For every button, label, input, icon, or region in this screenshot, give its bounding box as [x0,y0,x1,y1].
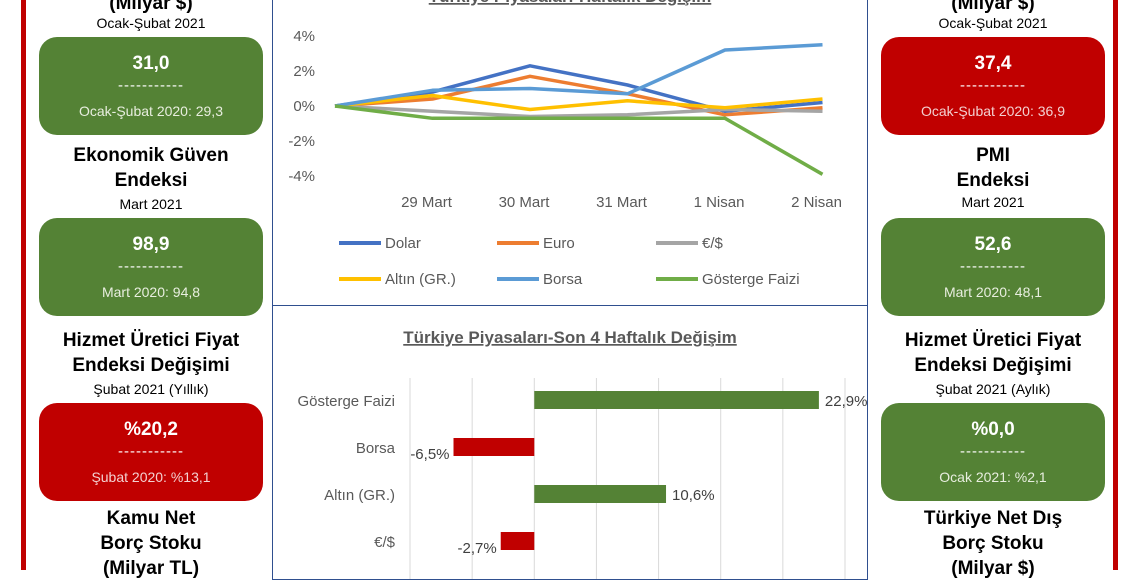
card-divider: ----------- [118,443,184,460]
bar-€/$ [500,532,535,550]
left-title-milyar-tl: (Milyar TL) [102,558,200,579]
legend-label: Borsa [543,271,583,288]
left-top-subtitle: Ocak-Şubat 2021 [96,15,206,31]
series-line-Borsa [334,43,823,108]
card-divider: ----------- [960,443,1026,460]
card-divider: ----------- [960,77,1026,94]
left-title-borc-stoku: Borç Stoku [100,533,202,554]
weekly-change-chart-panel: Türkiye Piyasaları-Haftalık Değişim 4% 2% 0… [272,0,868,306]
card-value: 98,9 [132,234,170,255]
x-tick-label: 30 Mart [499,194,551,211]
legend-label: Altın (GR.) [385,271,456,288]
x-tick-label: 31 Mart [596,194,648,211]
bar-category-label: Altın (GR.) [324,487,395,504]
card-previous: Şubat 2020: %13,1 [91,469,211,485]
card-value: 52,6 [974,234,1012,255]
series-line-Gösterge Faizi [334,104,824,176]
card-divider: ----------- [118,77,184,94]
bar-value-label: -6,5% [410,446,449,463]
x-tick-label: 29 Mart [401,194,453,211]
y-tick-label: 4% [293,28,315,45]
left-card-3[interactable]: %20,2 ----------- Şubat 2020: %13,1 [39,403,263,501]
left-title-endeksi: Endeksi [114,170,188,191]
right-card-1[interactable]: 37,4 ----------- Ocak-Şubat 2020: 36,9 [881,37,1105,135]
bar-category-label: Gösterge Faizi [297,393,395,410]
right-title-endeksi-degisimi: Endeksi Değişimi [914,355,1072,376]
bar-Gösterge Faizi [534,391,819,409]
left-column: (Milyar $) Ocak-Şubat 2021 31,0 --------… [36,0,266,579]
four-week-change-chart-panel: Türkiye Piyasaları-Son 4 Haftalık Değişi… [272,305,868,580]
right-title-net-dis: Türkiye Net Dış [923,508,1063,529]
card-value: 37,4 [974,53,1012,74]
card-previous: Ocak-Şubat 2020: 29,3 [79,103,223,119]
card-previous: Ocak-Şubat 2020: 36,9 [921,103,1065,119]
bar-Altın (GR.) [534,485,667,503]
y-tick-label: -2% [288,133,315,150]
card-value: %0,0 [971,419,1015,440]
four-week-change-bar-chart: Türkiye Piyasaları-Son 4 Haftalık Değişi… [297,328,867,579]
legend-label: Gösterge Faizi [702,271,800,288]
series-line-Altın (GR.) [334,93,823,112]
card-divider: ----------- [960,258,1026,275]
bar-category-label: Borsa [356,440,396,457]
right-red-border [1113,0,1118,570]
series-line-€/$ [334,104,823,119]
bar-value-label: -2,7% [458,540,497,557]
right-subtitle-3: Şubat 2021 (Aylık) [935,381,1051,397]
right-title-endeksi: Endeksi [956,170,1030,191]
card-divider: ----------- [118,258,184,275]
bar-value-label: 10,6% [672,487,715,504]
bar-category-label: €/$ [374,534,396,551]
bar-value-label: 22,9% [825,393,867,410]
right-top-title: (Milyar $) [951,0,1035,14]
left-card-1[interactable]: 31,0 ----------- Ocak-Şubat 2020: 29,3 [39,37,263,135]
left-subtitle-2: Mart 2021 [119,196,183,212]
right-title-borc-stoku: Borç Stoku [942,533,1044,554]
right-title-hizmet: Hizmet Üretici Fiyat [904,330,1082,351]
card-value: %20,2 [124,419,178,440]
y-tick-label: 0% [293,98,315,115]
bar-Borsa [453,438,535,456]
y-tick-label: -4% [288,168,315,185]
legend-label: Euro [543,235,575,252]
card-value: 31,0 [132,53,170,74]
x-tick-label: 1 Nisan [694,194,745,211]
card-previous: Mart 2020: 94,8 [101,284,201,300]
left-subtitle-3: Şubat 2021 (Yıllık) [93,381,209,397]
left-title-kamu-net: Kamu Net [106,508,196,529]
weekly-change-line-chart: Türkiye Piyasaları-Haftalık Değişim 4% 2% 0… [288,0,842,288]
left-title-hizmet: Hizmet Üretici Fiyat [62,330,240,351]
left-title-ekonomik-guven: Ekonomik Güven [73,145,229,166]
right-title-pmi: PMI [976,145,1010,166]
left-title-endeksi-degisimi: Endeksi Değişimi [72,355,230,376]
y-tick-label: 2% [293,63,315,80]
right-top-subtitle: Ocak-Şubat 2021 [938,15,1048,31]
series-line-Euro [334,74,823,117]
right-subtitle-2: Mart 2021 [961,194,1025,210]
legend-label: €/$ [702,235,724,252]
bar-chart-title: Türkiye Piyasaları-Son 4 Haftalık Değişi… [403,328,737,347]
line-chart-title: Türkiye Piyasaları-Haftalık Değişim [429,0,712,6]
left-card-2[interactable]: 98,9 ----------- Mart 2020: 94,8 [39,218,263,316]
right-card-2[interactable]: 52,6 ----------- Mart 2020: 48,1 [881,218,1105,316]
card-previous: Mart 2020: 48,1 [943,284,1043,300]
left-top-title: (Milyar $) [109,0,193,14]
right-column: (Milyar $) Ocak-Şubat 2021 37,4 --------… [878,0,1108,579]
right-card-3[interactable]: %0,0 ----------- Ocak 2021: %2,1 [881,403,1105,501]
x-tick-label: 2 Nisan [791,194,842,211]
left-red-border [21,0,26,570]
right-title-milyar-usd: (Milyar $) [951,558,1035,579]
legend-label: Dolar [385,235,421,252]
card-previous: Ocak 2021: %2,1 [939,469,1047,485]
